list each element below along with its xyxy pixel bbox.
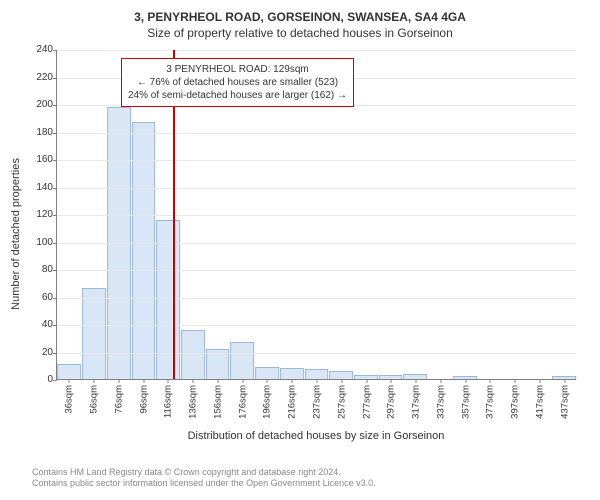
xtick-label: 277sqm (361, 385, 372, 419)
xtick-mark (391, 379, 392, 383)
ytick-label: 200 (36, 100, 57, 110)
gridline (57, 325, 576, 326)
bar (280, 368, 304, 379)
ytick-label: 60 (42, 293, 57, 303)
callout-box: 3 PENYRHEOL ROAD: 129sqm← 76% of detache… (121, 58, 354, 107)
x-axis-label: Distribution of detached houses by size … (56, 430, 576, 442)
xtick-mark (515, 379, 516, 383)
xtick-mark (416, 379, 417, 383)
xtick-mark (94, 379, 95, 383)
gridline (57, 353, 576, 354)
xtick-label: 56sqm (89, 385, 100, 414)
callout-line: ← 76% of detached houses are smaller (52… (128, 76, 347, 89)
xtick-label: 297sqm (386, 385, 397, 419)
xtick-label: 156sqm (212, 385, 223, 419)
bar (255, 367, 279, 379)
gridline (57, 50, 576, 51)
gridline (57, 298, 576, 299)
ytick-label: 40 (42, 320, 57, 330)
xtick-label: 116sqm (163, 385, 174, 418)
xtick-mark (242, 379, 243, 383)
xtick-label: 257sqm (336, 385, 347, 419)
xtick-mark (341, 379, 342, 383)
xtick-label: 176sqm (237, 385, 248, 419)
ytick-label: 220 (36, 73, 57, 83)
xtick-mark (292, 379, 293, 383)
xtick-label: 216sqm (287, 385, 298, 419)
xtick-mark (465, 379, 466, 383)
xtick-mark (564, 379, 565, 383)
xtick-mark (490, 379, 491, 383)
xtick-label: 317sqm (411, 385, 422, 419)
xtick-label: 76sqm (113, 385, 124, 414)
bar (82, 288, 106, 379)
xtick-mark (69, 379, 70, 383)
callout-line: 3 PENYRHEOL ROAD: 129sqm (128, 63, 347, 76)
xtick-label: 417sqm (534, 385, 545, 419)
xtick-label: 96sqm (138, 385, 149, 414)
plot-area: 02040608010012014016018020022024036sqm56… (56, 50, 576, 380)
xtick-label: 196sqm (262, 385, 273, 419)
ytick-label: 20 (42, 348, 57, 358)
ytick-label: 140 (36, 183, 57, 193)
ytick-label: 240 (36, 45, 57, 55)
ytick-label: 180 (36, 128, 57, 138)
bar (305, 369, 329, 379)
bar (181, 330, 205, 380)
xtick-mark (193, 379, 194, 383)
xtick-mark (217, 379, 218, 383)
gridline (57, 243, 576, 244)
xtick-mark (317, 379, 318, 383)
gridline (57, 270, 576, 271)
chart-container: Number of detached properties 0204060801… (0, 44, 600, 444)
ytick-label: 120 (36, 210, 57, 220)
gridline (57, 160, 576, 161)
ytick-label: 0 (47, 375, 57, 385)
bar (329, 371, 353, 379)
y-axis-label: Number of detached properties (10, 134, 22, 334)
xtick-mark (539, 379, 540, 383)
gridline (57, 215, 576, 216)
xtick-label: 397sqm (510, 385, 521, 419)
xtick-mark (267, 379, 268, 383)
page-title: 3, PENYRHEOL ROAD, GORSEINON, SWANSEA, S… (0, 0, 600, 24)
xtick-label: 237sqm (312, 385, 323, 419)
ytick-label: 100 (36, 238, 57, 248)
credits-line2: Contains public sector information licen… (32, 478, 376, 490)
xtick-label: 437sqm (559, 385, 570, 419)
xtick-label: 337sqm (435, 385, 446, 419)
bar (231, 342, 255, 379)
ytick-label: 80 (42, 265, 57, 275)
bar (57, 364, 81, 379)
xtick-label: 36sqm (64, 385, 75, 414)
xtick-mark (143, 379, 144, 383)
xtick-mark (168, 379, 169, 383)
credits-line1: Contains HM Land Registry data © Crown c… (32, 467, 376, 479)
xtick-mark (118, 379, 119, 383)
xtick-mark (440, 379, 441, 383)
ytick-label: 160 (36, 155, 57, 165)
xtick-mark (366, 379, 367, 383)
credits: Contains HM Land Registry data © Crown c… (32, 467, 376, 490)
xtick-label: 136sqm (188, 385, 199, 419)
xtick-label: 377sqm (485, 385, 496, 419)
gridline (57, 188, 576, 189)
page-subtitle: Size of property relative to detached ho… (0, 24, 600, 44)
gridline (57, 133, 576, 134)
callout-line: 24% of semi-detached houses are larger (… (128, 89, 347, 102)
xtick-label: 357sqm (460, 385, 471, 419)
